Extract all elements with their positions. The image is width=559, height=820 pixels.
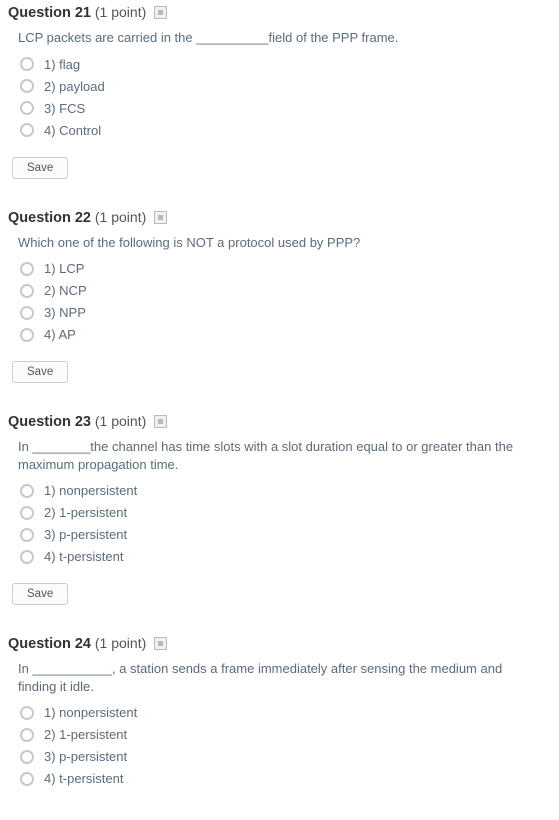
- option-label: 3) NPP: [44, 305, 86, 320]
- option-label: 1) LCP: [44, 261, 84, 276]
- question-text: LCP packets are carried in the _________…: [18, 29, 518, 47]
- options-group: 1) nonpersistent 2) 1-persistent 3) p-pers…: [20, 483, 551, 564]
- question-text: In ___________, a station sends a frame …: [18, 660, 518, 695]
- question-block: Question 21 (1 point) LCP packets are car…: [8, 4, 551, 195]
- question-text: In ________the channel has time slots wi…: [18, 438, 518, 473]
- option-label: 2) 1-persistent: [44, 505, 127, 520]
- option-radio[interactable]: [20, 506, 34, 520]
- option-row: 3) NPP: [20, 305, 551, 320]
- question-points: (1 point): [95, 413, 146, 429]
- option-label: 2) payload: [44, 79, 105, 94]
- question-points: (1 point): [95, 635, 146, 651]
- option-label: 1) nonpersistent: [44, 705, 137, 720]
- option-label: 1) nonpersistent: [44, 483, 137, 498]
- question-header: Question 23 (1 point): [8, 413, 551, 430]
- save-status-icon: [154, 637, 167, 650]
- option-label: 3) p-persistent: [44, 527, 127, 542]
- option-row: 2) 1-persistent: [20, 505, 551, 520]
- question-text: Which one of the following is NOT a prot…: [18, 234, 518, 252]
- option-label: 2) NCP: [44, 283, 87, 298]
- option-row: 4) AP: [20, 327, 551, 342]
- option-radio[interactable]: [20, 262, 34, 276]
- option-radio[interactable]: [20, 728, 34, 742]
- question-points: (1 point): [95, 4, 146, 20]
- question-title: Question 23 (1 point): [8, 413, 146, 430]
- option-radio[interactable]: [20, 528, 34, 542]
- save-button[interactable]: Save: [12, 583, 68, 605]
- option-radio[interactable]: [20, 484, 34, 498]
- option-radio[interactable]: [20, 123, 34, 137]
- option-row: 3) FCS: [20, 101, 551, 116]
- save-button[interactable]: Save: [12, 361, 68, 383]
- option-label: 1) flag: [44, 57, 80, 72]
- options-group: 1) flag 2) payload 3) FCS 4) Control: [20, 57, 551, 138]
- option-radio[interactable]: [20, 306, 34, 320]
- save-status-icon: [154, 415, 167, 428]
- question-number: Question 22: [8, 210, 91, 226]
- option-radio[interactable]: [20, 79, 34, 93]
- save-status-icon: [154, 211, 167, 224]
- option-row: 4) t-persistent: [20, 549, 551, 564]
- option-radio[interactable]: [20, 706, 34, 720]
- option-row: 3) p-persistent: [20, 749, 551, 764]
- option-row: 2) NCP: [20, 283, 551, 298]
- option-row: 1) nonpersistent: [20, 483, 551, 498]
- question-title: Question 24 (1 point): [8, 635, 146, 652]
- option-radio[interactable]: [20, 328, 34, 342]
- question-block: Question 23 (1 point) In ________the chan…: [8, 413, 551, 621]
- option-row: 2) 1-persistent: [20, 727, 551, 742]
- question-block: Question 22 (1 point) Which one of the fo…: [8, 209, 551, 400]
- option-radio[interactable]: [20, 550, 34, 564]
- question-number: Question 24: [8, 636, 91, 652]
- option-label: 4) AP: [44, 327, 76, 342]
- option-radio[interactable]: [20, 772, 34, 786]
- option-radio[interactable]: [20, 750, 34, 764]
- save-status-icon: [154, 6, 167, 19]
- option-row: 1) flag: [20, 57, 551, 72]
- question-title: Question 22 (1 point): [8, 209, 146, 226]
- question-header: Question 21 (1 point): [8, 4, 551, 21]
- question-block: Question 24 (1 point) In ___________, a s…: [8, 635, 551, 786]
- question-number: Question 23: [8, 414, 91, 430]
- question-number: Question 21: [8, 5, 91, 21]
- option-label: 3) p-persistent: [44, 749, 127, 764]
- option-radio[interactable]: [20, 57, 34, 71]
- option-radio[interactable]: [20, 101, 34, 115]
- option-row: 4) Control: [20, 123, 551, 138]
- option-row: 3) p-persistent: [20, 527, 551, 542]
- option-label: 2) 1-persistent: [44, 727, 127, 742]
- option-row: 1) LCP: [20, 261, 551, 276]
- option-label: 4) Control: [44, 123, 101, 138]
- question-header: Question 24 (1 point): [8, 635, 551, 652]
- question-header: Question 22 (1 point): [8, 209, 551, 226]
- question-points: (1 point): [95, 209, 146, 225]
- option-label: 4) t-persistent: [44, 771, 123, 786]
- options-group: 1) LCP 2) NCP 3) NPP 4) AP: [20, 261, 551, 342]
- option-row: 2) payload: [20, 79, 551, 94]
- question-title: Question 21 (1 point): [8, 4, 146, 21]
- option-row: 4) t-persistent: [20, 771, 551, 786]
- option-row: 1) nonpersistent: [20, 705, 551, 720]
- save-button[interactable]: Save: [12, 157, 68, 179]
- option-label: 4) t-persistent: [44, 549, 123, 564]
- option-radio[interactable]: [20, 284, 34, 298]
- quiz-root: Question 21 (1 point) LCP packets are car…: [8, 4, 551, 786]
- options-group: 1) nonpersistent 2) 1-persistent 3) p-pers…: [20, 705, 551, 786]
- option-label: 3) FCS: [44, 101, 85, 116]
